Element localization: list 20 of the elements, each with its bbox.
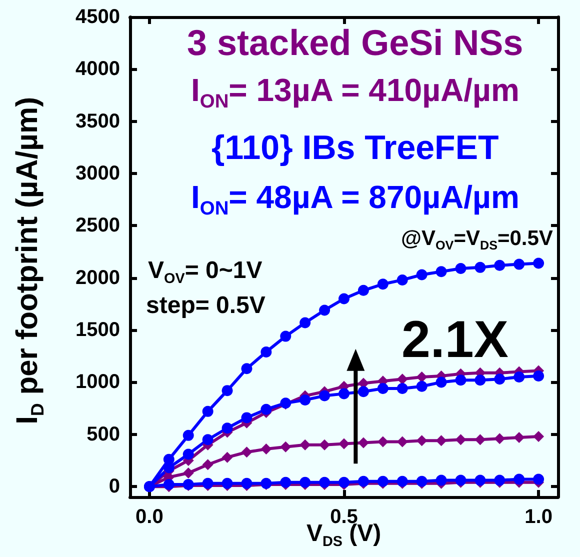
y-tick-label: 4000 [76, 58, 120, 80]
annotation: 2.1X [402, 311, 508, 369]
y-tick-label: 2500 [76, 214, 120, 237]
x-tick-label: 0.0 [136, 506, 164, 528]
annotation: step= 0.5V [146, 292, 266, 319]
y-tick-label: 2000 [76, 266, 120, 289]
annotation: V$_{OV}$= 0~1V [148, 256, 262, 287]
y-tick-label: 1500 [76, 319, 120, 342]
x-tick-label: 1.0 [524, 506, 552, 528]
y-tick-label: 1000 [76, 371, 120, 394]
annotation: {110} IBs TreeFET [212, 129, 499, 167]
annotation: I$_{ON}$= 48µA = 870µA/µm [191, 179, 520, 220]
annotation: 3 stacked GeSi NSs [187, 22, 524, 63]
y-tick-label: 4500 [76, 6, 120, 28]
annotation: @V$_{OV}$=V$_{DS}$=0.5V [401, 227, 553, 252]
y-tick-label: 3500 [76, 110, 120, 132]
y-tick-label: 3000 [76, 162, 120, 185]
y-tick-label: 500 [86, 423, 120, 446]
y-tick-label: 0 [108, 476, 120, 498]
annotation: I$_{ON}$= 13µA = 410µA/µm [191, 72, 520, 113]
